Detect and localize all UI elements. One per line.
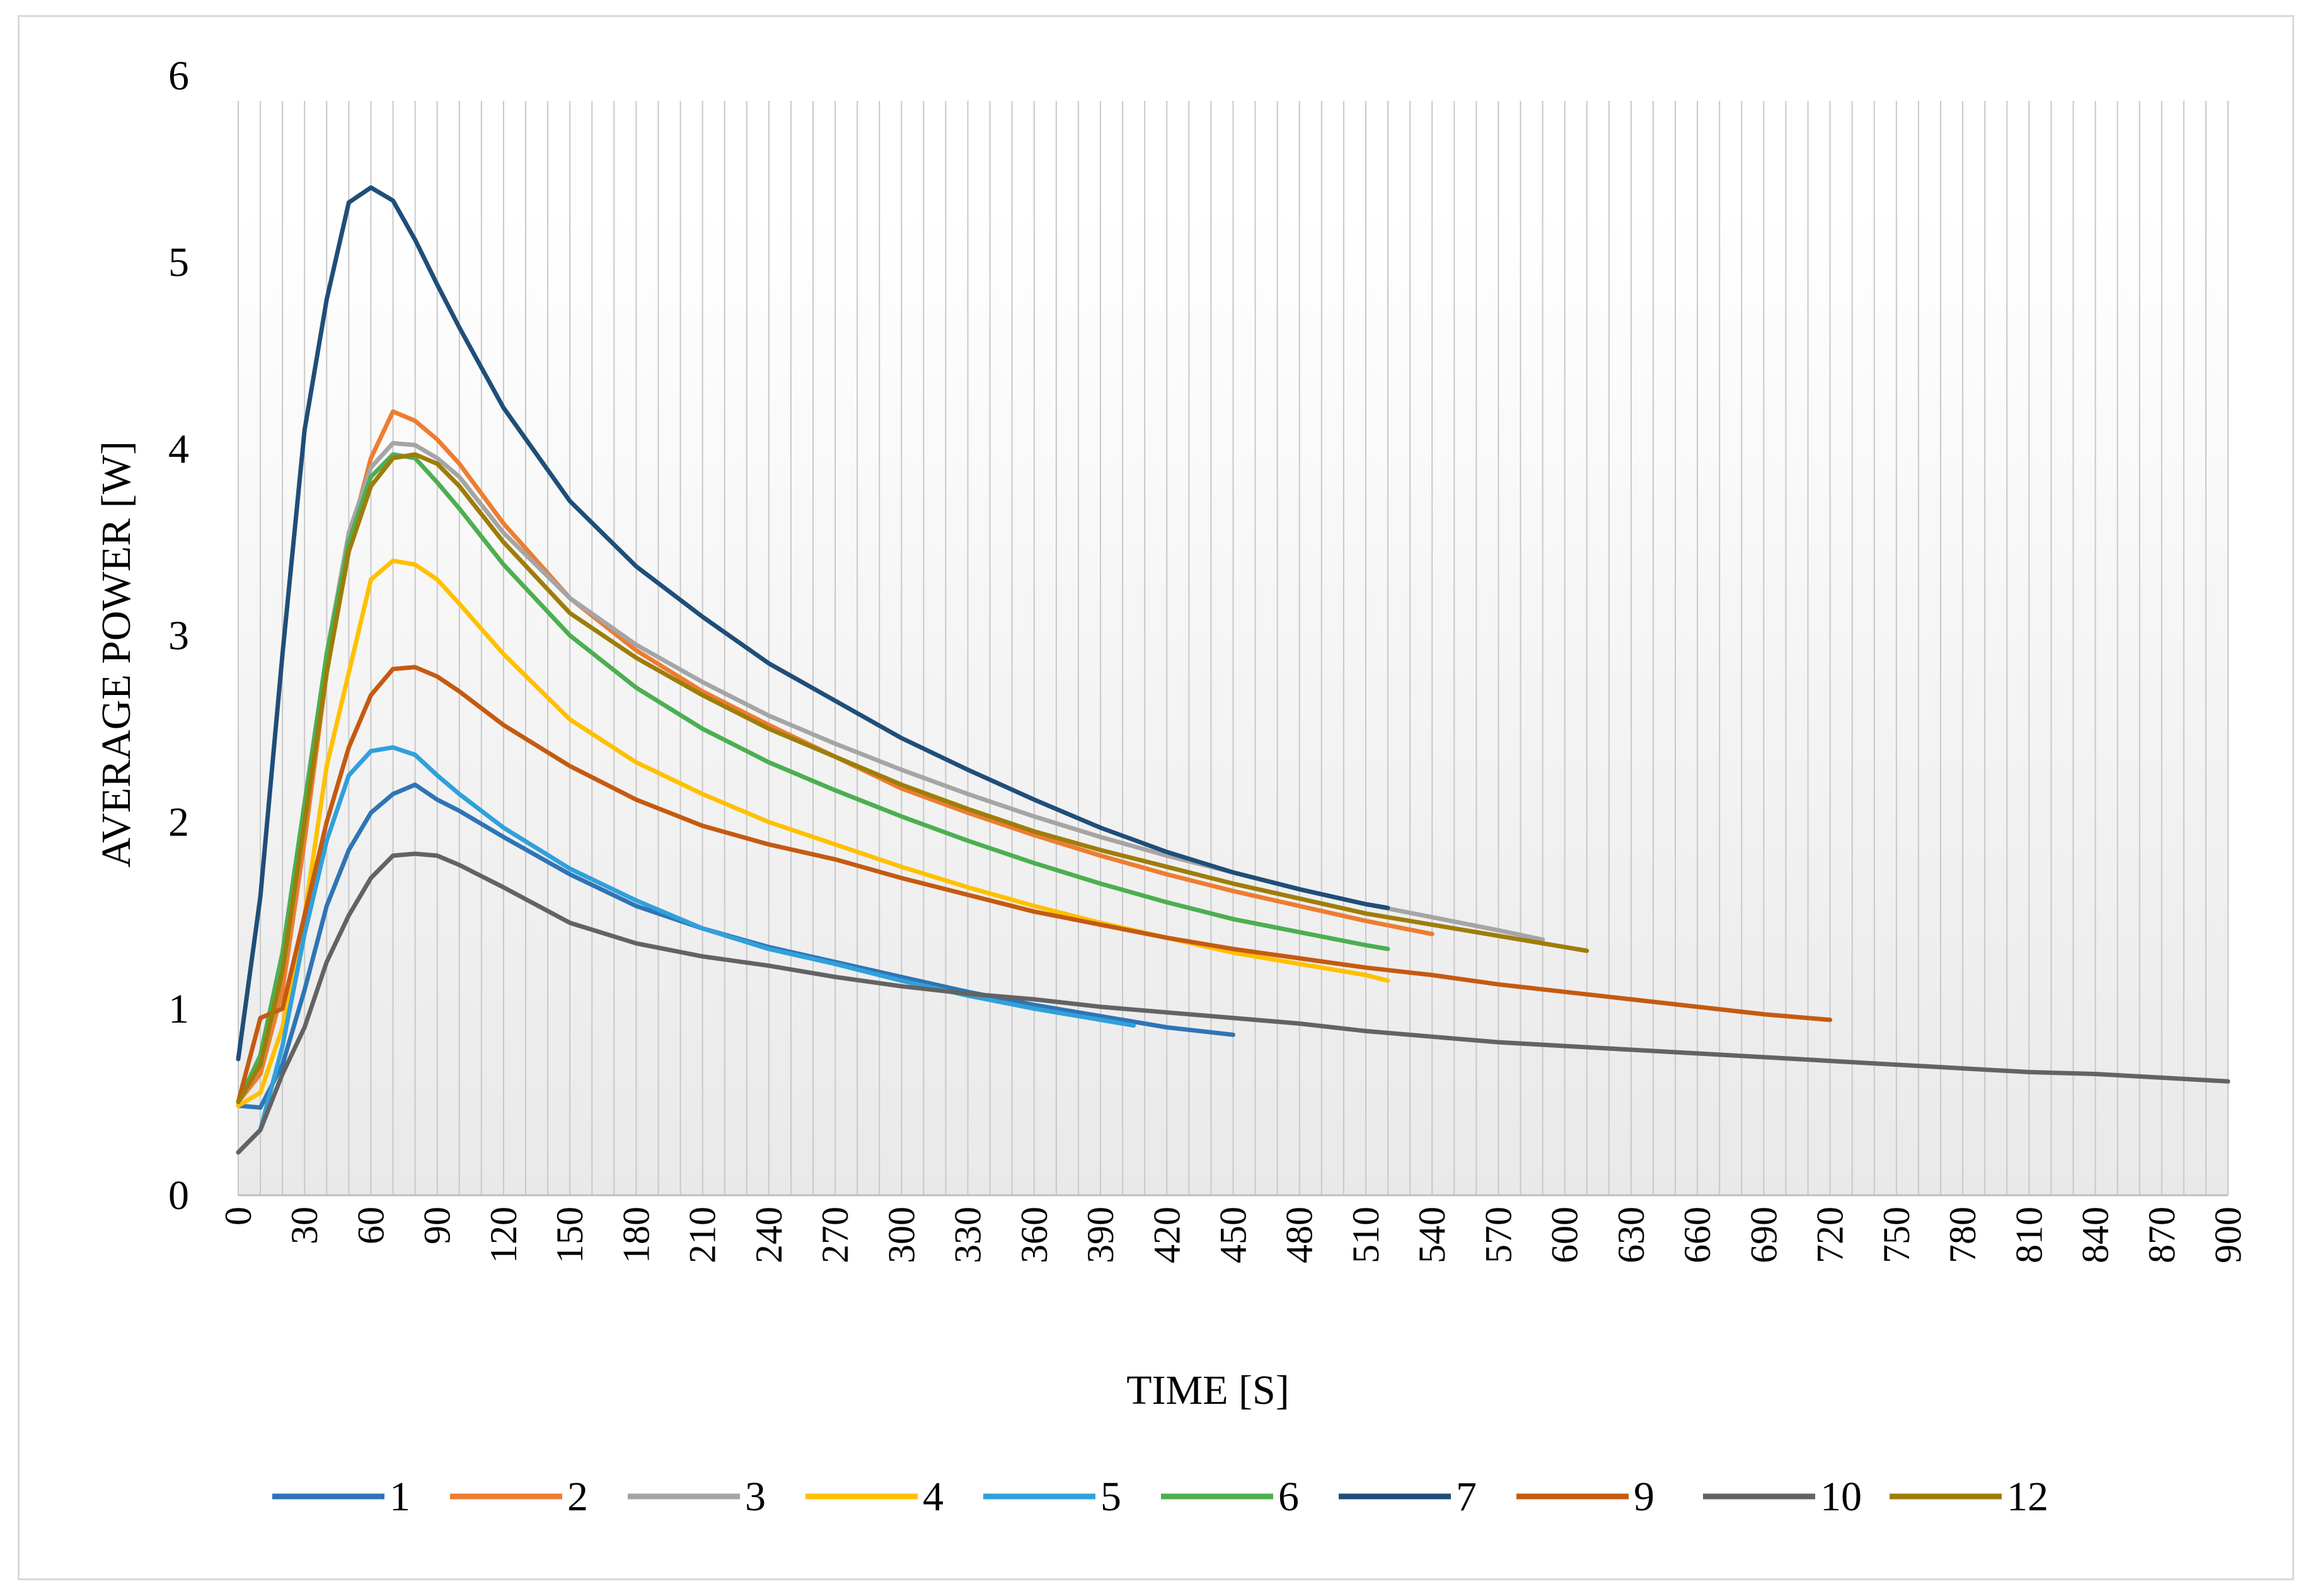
x-tick-label: 240 xyxy=(748,1207,790,1263)
x-tick-label: 420 xyxy=(1146,1207,1187,1263)
x-tick-label: 720 xyxy=(1810,1207,1851,1263)
x-tick-label: 0 xyxy=(217,1207,259,1226)
legend-label: 6 xyxy=(1278,1474,1299,1520)
x-tick-label: 210 xyxy=(682,1207,724,1263)
x-tick-label: 180 xyxy=(615,1207,657,1263)
x-tick-label: 330 xyxy=(947,1207,989,1263)
legend-item-1: 1 xyxy=(272,1474,410,1520)
y-axis-title: AVERAGE POWER [W] xyxy=(93,441,139,868)
x-tick-label: 30 xyxy=(284,1207,325,1244)
series-7-line xyxy=(236,185,1390,1062)
legend-item-10: 10 xyxy=(1703,1474,1862,1520)
x-tick-label: 360 xyxy=(1013,1207,1055,1263)
legend-item-4: 4 xyxy=(805,1474,944,1520)
legend-item-5: 5 xyxy=(983,1474,1121,1520)
y-tick-label: 3 xyxy=(168,613,189,659)
x-tick-label: 840 xyxy=(2075,1207,2116,1263)
x-tick-label: 810 xyxy=(2008,1207,2050,1263)
x-tick-label: 390 xyxy=(1080,1207,1121,1263)
y-tick-label: 2 xyxy=(168,800,189,846)
y-tick-label: 5 xyxy=(168,239,189,285)
series-12-line xyxy=(236,452,1590,1105)
x-tick-label: 540 xyxy=(1411,1207,1453,1263)
x-tick-label: 150 xyxy=(549,1207,591,1263)
x-tick-label: 600 xyxy=(1544,1207,1586,1263)
x-tick-label: 570 xyxy=(1477,1207,1519,1263)
x-axis-title: TIME [S] xyxy=(1126,1367,1289,1413)
y-axis-ticks: 0 1 2 3 4 5 6 xyxy=(168,53,189,1219)
legend-label: 7 xyxy=(1456,1474,1477,1520)
legend-item-7: 7 xyxy=(1339,1474,1477,1520)
legend-label: 1 xyxy=(390,1474,410,1520)
x-tick-label: 90 xyxy=(417,1207,458,1244)
x-tick-label: 300 xyxy=(880,1207,922,1263)
legend-label: 5 xyxy=(1100,1474,1121,1520)
legend-label: 9 xyxy=(1634,1474,1654,1520)
y-tick-label: 0 xyxy=(168,1173,189,1219)
x-tick-label: 480 xyxy=(1279,1207,1320,1263)
legend: 1 2 3 4 5 6 7 9 10 12 xyxy=(272,1474,2048,1520)
legend-item-3: 3 xyxy=(628,1474,766,1520)
x-tick-label: 270 xyxy=(814,1207,856,1263)
x-tick-label: 630 xyxy=(1610,1207,1652,1263)
series-10-line xyxy=(236,851,2231,1155)
x-tick-label: 660 xyxy=(1677,1207,1718,1263)
x-tick-label: 780 xyxy=(1942,1207,1983,1263)
legend-item-9: 9 xyxy=(1516,1474,1654,1520)
legend-label: 10 xyxy=(1820,1474,1862,1520)
x-tick-label: 60 xyxy=(350,1207,391,1244)
legend-item-2: 2 xyxy=(450,1474,588,1520)
vertical-gridlines xyxy=(238,101,2229,1195)
x-tick-label: 870 xyxy=(2141,1207,2183,1263)
series-6-line xyxy=(236,452,1390,1105)
x-tick-label: 510 xyxy=(1345,1207,1387,1263)
legend-item-6: 6 xyxy=(1161,1474,1299,1520)
x-tick-label: 120 xyxy=(483,1207,524,1263)
legend-label: 2 xyxy=(567,1474,588,1520)
legend-label: 3 xyxy=(745,1474,766,1520)
y-tick-label: 1 xyxy=(168,986,189,1032)
x-tick-label: 450 xyxy=(1213,1207,1254,1263)
series-9-line xyxy=(236,665,1833,1105)
series-lines xyxy=(236,185,2231,1155)
x-tick-label: 690 xyxy=(1743,1207,1784,1263)
y-tick-label: 6 xyxy=(168,53,189,99)
legend-label: 4 xyxy=(923,1474,944,1520)
x-tick-label: 750 xyxy=(1876,1207,1917,1263)
y-tick-label: 4 xyxy=(168,426,189,472)
legend-item-12: 12 xyxy=(1890,1474,2048,1520)
x-tick-label: 900 xyxy=(2207,1207,2249,1263)
x-axis-ticks: 0 30 60 90 120 150 180 210 240 270 300 330 360 390 420… xyxy=(217,1207,2249,1263)
legend-label: 12 xyxy=(2007,1474,2048,1520)
